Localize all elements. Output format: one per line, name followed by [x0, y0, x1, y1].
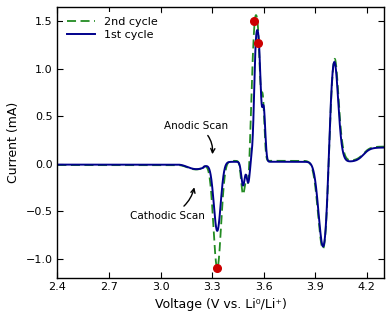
2nd cycle — [375, 145, 380, 149]
Text: Anodic Scan: Anodic Scan — [164, 121, 228, 153]
X-axis label: Voltage (V vs. Li⁰/Li⁺): Voltage (V vs. Li⁰/Li⁺) — [155, 298, 287, 311]
Y-axis label: Current (mA): Current (mA) — [7, 102, 20, 183]
Legend: 2nd cycle, 1st cycle: 2nd cycle, 1st cycle — [63, 12, 162, 45]
1st cycle — [92, 163, 97, 167]
1st cycle — [375, 146, 380, 150]
Text: Cathodic Scan: Cathodic Scan — [129, 189, 204, 221]
1st cycle — [55, 163, 60, 167]
2nd cycle — [382, 145, 386, 149]
1st cycle — [112, 163, 117, 167]
2nd cycle — [215, 266, 220, 270]
2nd cycle — [55, 163, 60, 167]
1st cycle — [194, 167, 199, 171]
2nd cycle — [340, 143, 345, 147]
1st cycle — [255, 28, 260, 32]
2nd cycle — [92, 163, 97, 167]
2nd cycle — [180, 164, 185, 168]
2nd cycle — [112, 163, 117, 167]
1st cycle — [180, 163, 185, 167]
1st cycle — [321, 245, 325, 248]
2nd cycle — [194, 168, 199, 171]
Line: 1st cycle: 1st cycle — [57, 30, 384, 246]
Line: 2nd cycle: 2nd cycle — [57, 15, 384, 268]
2nd cycle — [254, 13, 258, 17]
1st cycle — [340, 149, 345, 152]
1st cycle — [382, 146, 386, 149]
